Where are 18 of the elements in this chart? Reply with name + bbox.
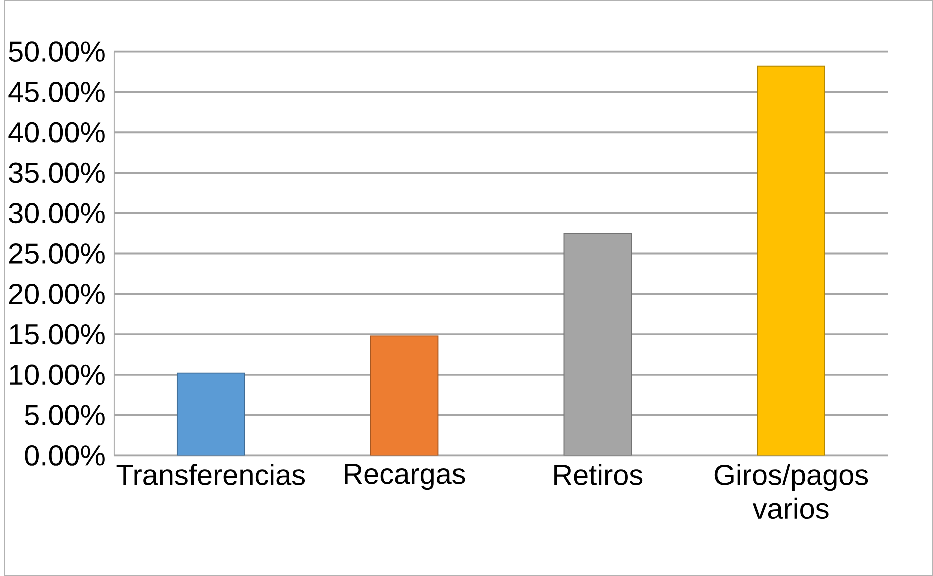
bar bbox=[176, 372, 246, 456]
x-tick-label: Giros/pagos varios bbox=[714, 464, 868, 520]
y-tick-label: 50.00% bbox=[9, 42, 105, 62]
bar bbox=[757, 66, 826, 456]
y-tick-label: 5.00% bbox=[25, 405, 105, 426]
y-tick-label: 20.00% bbox=[9, 284, 105, 304]
y-tick-label: 15.00% bbox=[10, 324, 105, 345]
y-tick-label: 0.00% bbox=[25, 446, 105, 466]
y-tick-label: 35.00% bbox=[9, 162, 105, 184]
y-tick-label: 45.00% bbox=[8, 82, 105, 102]
y-tick-label: 30.00% bbox=[9, 203, 105, 224]
x-tick-label: Recargas bbox=[345, 464, 466, 490]
bar bbox=[370, 336, 439, 456]
y-tick-label: 25.00% bbox=[9, 244, 105, 264]
y-tick-label: 10.00% bbox=[10, 364, 105, 386]
x-tick-label: Retiros bbox=[554, 464, 643, 486]
x-tick-label: Transferencias bbox=[116, 464, 306, 486]
y-tick-label: 40.00% bbox=[8, 122, 105, 143]
